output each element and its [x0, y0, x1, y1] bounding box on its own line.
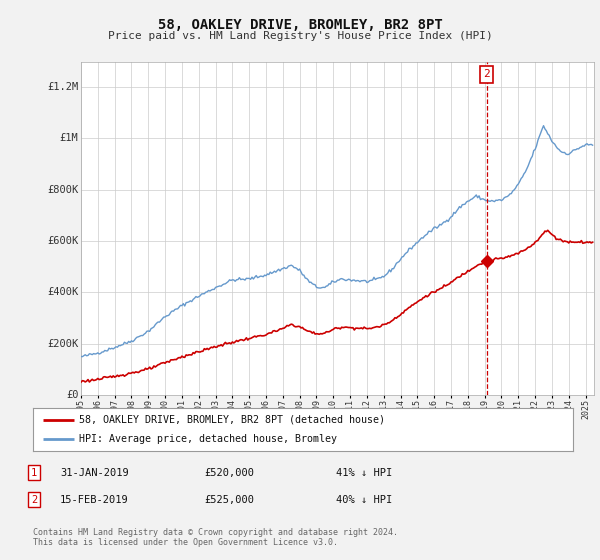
Text: 58, OAKLEY DRIVE, BROMLEY, BR2 8PT (detached house): 58, OAKLEY DRIVE, BROMLEY, BR2 8PT (deta… [79, 415, 385, 424]
Text: £800K: £800K [47, 185, 79, 195]
Text: £525,000: £525,000 [204, 494, 254, 505]
Text: 31-JAN-2019: 31-JAN-2019 [60, 468, 129, 478]
Text: 2: 2 [31, 494, 37, 505]
Text: 15-FEB-2019: 15-FEB-2019 [60, 494, 129, 505]
Text: 40% ↓ HPI: 40% ↓ HPI [336, 494, 392, 505]
Text: £200K: £200K [47, 339, 79, 348]
Text: £520,000: £520,000 [204, 468, 254, 478]
Text: £1.2M: £1.2M [47, 82, 79, 92]
Text: £600K: £600K [47, 236, 79, 246]
Text: 2: 2 [484, 69, 490, 80]
Text: 58, OAKLEY DRIVE, BROMLEY, BR2 8PT: 58, OAKLEY DRIVE, BROMLEY, BR2 8PT [158, 18, 442, 32]
Text: Contains HM Land Registry data © Crown copyright and database right 2024.
This d: Contains HM Land Registry data © Crown c… [33, 528, 398, 547]
Text: £0: £0 [66, 390, 79, 400]
Text: £400K: £400K [47, 287, 79, 297]
Text: 1: 1 [31, 468, 37, 478]
Text: £1M: £1M [59, 133, 79, 143]
Text: HPI: Average price, detached house, Bromley: HPI: Average price, detached house, Brom… [79, 435, 337, 444]
Text: 41% ↓ HPI: 41% ↓ HPI [336, 468, 392, 478]
Text: Price paid vs. HM Land Registry's House Price Index (HPI): Price paid vs. HM Land Registry's House … [107, 31, 493, 41]
